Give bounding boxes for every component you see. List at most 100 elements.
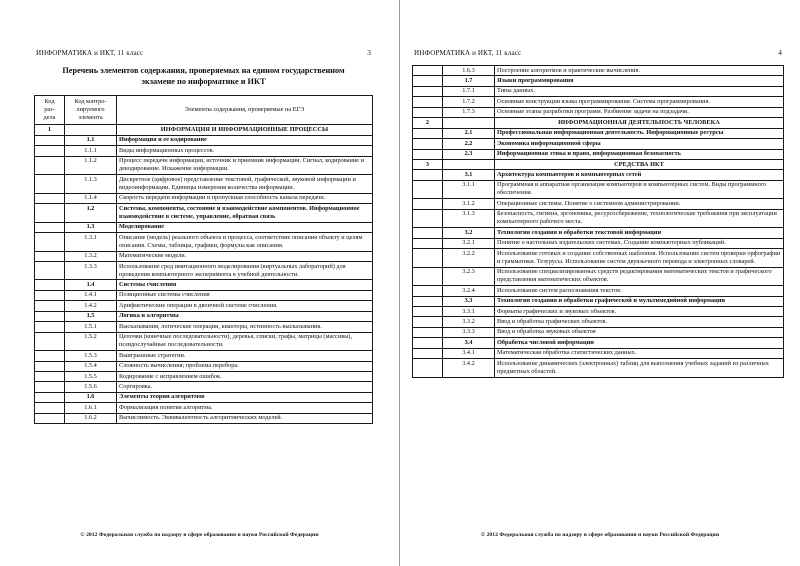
running-head-right: ИНФОРМАТИКА и ИКТ, 11 класс 4 — [412, 48, 784, 57]
cell-element-code: 1.7.1 — [442, 85, 495, 98]
table-row: 1.6 Элементы теории алгоритмов — [34, 391, 373, 404]
cell-element-code: 1.5 — [64, 310, 117, 323]
cell-element-code — [442, 158, 495, 171]
cell-element-code: 3.1 — [442, 169, 495, 181]
cell-content-element: Использование готовых и создание собстве… — [494, 248, 784, 268]
cell-content-element: Формализация понятия алгоритма. — [116, 402, 373, 414]
cell-content-element: Ввод и обработка графических объектов. — [494, 316, 784, 328]
cell-element-code: 3.3.2 — [442, 316, 495, 328]
footer-left: © 2012 Федеральная служба по надзору в с… — [80, 532, 319, 538]
cell-content-element: Архитектура компьютеров и компьютерных с… — [494, 169, 784, 181]
cell-section-code — [412, 285, 443, 297]
cell-element-code: 1.5.5 — [64, 370, 117, 383]
cell-content-element: Позиционные системы счисления — [116, 289, 373, 302]
cell-section-code — [412, 148, 443, 160]
cell-section-code — [34, 192, 65, 205]
cell-section-code — [34, 174, 65, 194]
cell-section-code — [34, 289, 65, 302]
cell-element-code: 1.7 — [442, 75, 495, 87]
table-body-right: 1.6.3 Построение алгоритмов и практически… — [412, 64, 784, 378]
cell-section-code — [412, 169, 443, 181]
table-row: 1.3.3 Использование сред имитационного мо… — [34, 260, 373, 281]
page-title-line1: Перечень элементов содержания, проверяем… — [62, 66, 345, 75]
cell-element-code: 1.6.1 — [64, 402, 117, 414]
cell-element-code: 1.3.1 — [64, 232, 117, 252]
table-row: 3.2.1 Понятие о настольных издательских с… — [412, 237, 784, 250]
running-head-title: ИНФОРМАТИКА и ИКТ, 11 класс — [36, 49, 144, 57]
cell-element-code: 3.3.1 — [442, 305, 495, 318]
cell-element-code: 1.1.4 — [64, 192, 117, 205]
table-header-left: Код раз- дела Код контро- лируемого элем… — [34, 94, 373, 126]
cell-section-code — [34, 381, 65, 393]
cell-content-element: ИНФОРМАЦИЯ И ИНФОРМАЦИОННЫЕ ПРОЦЕССЫ — [116, 124, 373, 136]
cell-content-element: Основные этапы разработки программ. Разб… — [494, 106, 784, 119]
cell-element-code: 3.2 — [442, 227, 495, 239]
cell-section-code — [34, 145, 65, 157]
table-row: 1.3 Моделирование — [34, 221, 373, 234]
cell-content-element: Математические модели. — [116, 250, 373, 262]
cell-content-element: Экономика информационной сферы — [494, 138, 784, 150]
cell-section-code — [412, 347, 443, 360]
cell-element-code: 1.6.3 — [442, 64, 495, 77]
cell-content-element: Языки программирования — [494, 75, 784, 87]
table-row: 1.5.5 Кодирование с исправлением ошибок. — [34, 370, 373, 383]
table-row: 3.4.1 Математическая обработка статистиче… — [412, 347, 784, 360]
content-elements-table-left: Код раз- дела Код контро- лируемого элем… — [34, 94, 373, 425]
cell-section-code — [412, 358, 443, 378]
cell-section-code — [412, 208, 443, 229]
cell-section-code — [412, 198, 443, 210]
cell-section-code — [412, 305, 443, 318]
cell-section-code — [34, 279, 65, 291]
cell-content-element: Форматы графических и звуковых объектов. — [494, 305, 784, 318]
table-header-row: Код раз- дела Код контро- лируемого элем… — [34, 94, 373, 126]
cell-content-element: Математическая обработка статистических … — [494, 347, 784, 360]
cell-content-element: Дискретное (цифровое) представление текс… — [116, 174, 373, 194]
cell-content-element: Использование динамических (электронных)… — [494, 358, 784, 378]
cell-element-code: 1.1 — [64, 134, 117, 147]
table-row: 3.1.1 Программная и аппаратная организаци… — [412, 179, 784, 200]
cell-content-element: Сортировка. — [116, 381, 373, 393]
table-row: 3.2.4 Использование систем распознавания … — [412, 285, 784, 297]
cell-element-code: 1.6.2 — [64, 412, 117, 425]
cell-content-element: Информация и ее кодирование — [116, 134, 373, 147]
cell-content-element: Построение алгоритмов и практические выч… — [494, 64, 784, 77]
table-row: 1.3.2 Математические модели. — [34, 250, 373, 262]
cell-content-element: ИНФОРМАЦИОННАЯ ДЕЯТЕЛЬНОСТЬ ЧЕЛОВЕКА — [494, 117, 784, 129]
table-row: 1.1.3 Дискретное (цифровое) представление… — [34, 174, 373, 194]
cell-element-code: 3.3 — [442, 295, 495, 307]
cell-element-code: 1.2 — [64, 203, 117, 223]
cell-content-element: Понятие о настольных издательских систем… — [494, 237, 784, 250]
cell-section-code — [34, 155, 65, 176]
cell-section-code — [412, 237, 443, 250]
cell-content-element: Сложность вычисления; проблема перебора. — [116, 360, 373, 373]
cell-section-code — [34, 221, 65, 234]
cell-section-code — [34, 402, 65, 414]
table-row: 2.3 Информационная этика и право, информа… — [412, 148, 784, 160]
table-row: 3.1 Архитектура компьютеров и компьютерны… — [412, 169, 784, 181]
cell-element-code: 2.2 — [442, 138, 495, 150]
table-row: 1 ИНФОРМАЦИЯ И ИНФОРМАЦИОННЫЕ ПРОЦЕССЫ — [34, 124, 373, 136]
table-row: 3.3.1 Форматы графических и звуковых объе… — [412, 305, 784, 318]
cell-section-code: 3 — [412, 158, 443, 171]
cell-content-element: Обработка числовой информации — [494, 337, 784, 349]
cell-content-element: Использование сред имитационного моделир… — [116, 260, 373, 281]
cell-section-code — [34, 134, 65, 147]
cell-section-code — [412, 75, 443, 87]
cell-section-code — [412, 295, 443, 307]
table-row: 1.7.2 Основные конструкции языка программ… — [412, 96, 784, 108]
table-row: 1.5.4 Сложность вычисления; проблема пере… — [34, 360, 373, 373]
table-row: 3.4 Обработка числовой информации — [412, 337, 784, 349]
cell-section-code — [412, 106, 443, 119]
table-row: 2.2 Экономика информационной сферы — [412, 138, 784, 150]
cell-content-element: Профессиональная информационная деятельн… — [494, 127, 784, 140]
cell-section-code — [412, 337, 443, 349]
cell-element-code: 1.5.2 — [64, 331, 117, 352]
cell-section-code — [34, 391, 65, 404]
cell-content-element: Ввод и обработка звуковых объектов — [494, 326, 784, 339]
cell-section-code — [34, 412, 65, 425]
table-row: 3.3.2 Ввод и обработка графических объект… — [412, 316, 784, 328]
cell-content-element: Программная и аппаратная организация ком… — [494, 179, 784, 200]
cell-element-code: 3.1.2 — [442, 198, 495, 210]
cell-content-element: СРЕДСТВА ИКТ — [494, 158, 784, 171]
cell-element-code: 1.3 — [64, 221, 117, 234]
